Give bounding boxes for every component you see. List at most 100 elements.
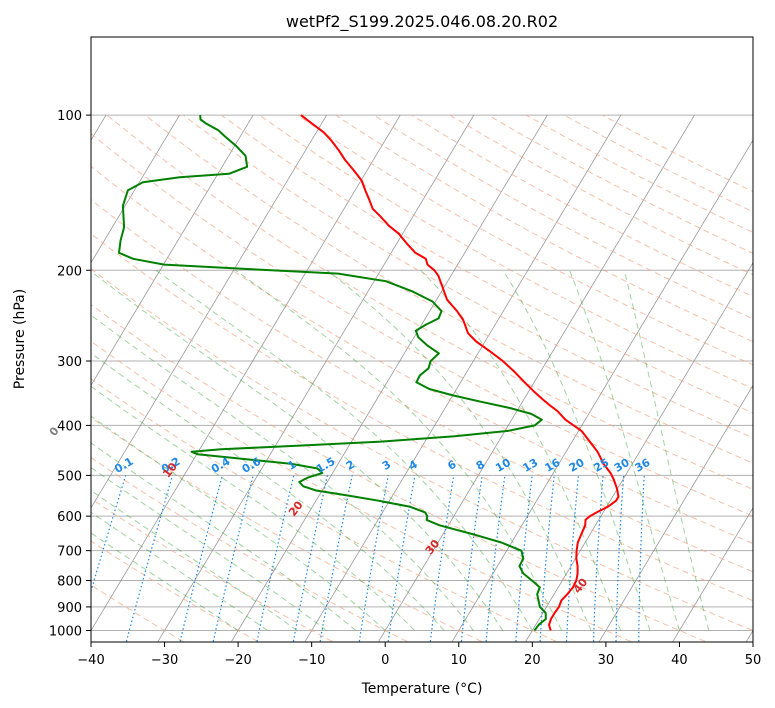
moist-adiabat: [155, 269, 533, 631]
isotherm-20: [525, 261, 753, 642]
dry-adiabat: [91, 340, 631, 642]
isotherm-0: [378, 114, 695, 642]
mixing-ratio-label: 10: [493, 456, 513, 475]
mixing-ratio-line: [615, 475, 625, 642]
mixing-ratio-line: [212, 475, 254, 642]
mixing-ratio-label: 16: [543, 456, 563, 475]
isotherm-30: [598, 384, 753, 642]
x-tick-label: 0: [381, 653, 389, 668]
moist-adiabat: [91, 466, 327, 631]
mixing-ratio-line: [460, 475, 483, 642]
y-tick-label: 500: [57, 469, 82, 484]
moist-adiabat: [326, 269, 592, 631]
mixing-ratio-line: [485, 475, 506, 642]
dry-adiabat: [91, 132, 753, 517]
mixing-ratio-label: 3: [380, 458, 393, 473]
mixing-ratio-lines: [91, 475, 645, 642]
x-tick-label: 50: [745, 653, 762, 668]
temperature-profile-line: [300, 114, 620, 631]
moist-adiabat: [91, 314, 474, 631]
y-tick-label: 1000: [49, 625, 82, 640]
mixing-ratio-label: 13: [521, 456, 541, 475]
dry-adiabat: [449, 114, 753, 276]
dry-adiabat: [91, 199, 753, 573]
mixing-ratio-line: [256, 475, 295, 642]
dry-adiabat: [91, 165, 753, 545]
moist-adiabat: [235, 269, 563, 631]
mixing-ratio-label: 25: [591, 456, 611, 475]
y-tick-label: 300: [57, 355, 82, 370]
mixing-ratio-line: [515, 475, 533, 642]
isotherm--10: [304, 114, 622, 642]
mixing-ratio-line: [179, 475, 223, 642]
y-tick-label: 600: [57, 510, 82, 525]
mixing-ratio-label: 2: [344, 458, 357, 473]
isotherm--60: [91, 114, 254, 387]
moist-adiabat: [623, 270, 710, 631]
dry-adiabat-lines: [91, 114, 753, 642]
y-axis-ticks: 100 200 300 400 500 600 700 800 900 1000: [49, 109, 91, 640]
dry-adiabat: [221, 114, 753, 414]
y-tick-label: 800: [57, 575, 82, 590]
y-tick-label: 200: [57, 264, 82, 279]
mixing-ratio-label: 0.6: [240, 455, 264, 476]
profile-series: [118, 114, 620, 632]
isobar-gridlines: [91, 114, 753, 631]
x-tick-label: 30: [598, 653, 615, 668]
moist-adiabat: [91, 352, 445, 631]
x-tick-label: 40: [671, 653, 688, 668]
moist-adiabat-lines: [91, 269, 710, 631]
dry-adiabat: [373, 114, 753, 320]
mixing-ratio-line: [387, 475, 416, 642]
y-tick-label: 700: [57, 545, 82, 560]
dry-adiabat: [91, 540, 258, 642]
isotherm--40: [91, 114, 401, 632]
mixing-ratio-line: [125, 475, 174, 642]
moist-adiabat: [91, 442, 357, 631]
x-tick-label: −40: [77, 653, 104, 668]
isotherm-50: [746, 629, 753, 642]
x-tick-label: 20: [524, 653, 541, 668]
moist-adiabat: [420, 269, 622, 631]
chart-title: wetPf2_S199.2025.046.08.20.R02: [286, 12, 558, 32]
isotherm--70: [91, 114, 180, 264]
mixing-ratio-label: 20: [567, 456, 587, 475]
isotherm-lines: [91, 114, 753, 642]
y-axis-label: Pressure (hPa): [12, 289, 28, 389]
y-tick-label: 100: [57, 109, 82, 124]
dry-adiabat: [144, 114, 753, 464]
dry-adiabat: [91, 303, 706, 642]
moist-adiabat: [91, 270, 504, 631]
isotherm-40: [672, 507, 753, 642]
moist-adiabat: [91, 489, 298, 631]
isotherm--30: [157, 114, 475, 642]
dry-adiabat: [91, 378, 557, 642]
dry-adiabat-label: 40: [571, 576, 591, 596]
isotherm-10: [451, 139, 753, 642]
mixing-ratio-line: [565, 475, 579, 642]
mixing-ratio-line: [319, 475, 353, 642]
dry-adiabat: [297, 114, 753, 366]
dry-adiabat: [91, 233, 753, 602]
mixing-ratio-label: 30: [612, 456, 632, 475]
plot-area: [91, 114, 753, 642]
dry-adiabat: [335, 114, 753, 343]
dry-adiabat: [91, 456, 408, 642]
dry-adiabat: [91, 584, 184, 642]
mixing-ratio-line: [358, 475, 389, 642]
isotherm--20: [231, 114, 548, 642]
mixing-ratio-label: 8: [474, 458, 487, 473]
x-axis-ticks: −40 −30 −20 −10 0 10 20 30 40 50: [77, 642, 761, 668]
mixing-ratio-label: 6: [445, 458, 458, 473]
x-tick-label: −20: [224, 653, 251, 668]
mixing-ratio-label: 4: [407, 458, 420, 473]
x-axis-label: Temperature (°C): [361, 681, 483, 697]
dry-adiabat: [91, 416, 482, 642]
mixing-ratio-line: [539, 475, 555, 642]
mixing-ratio-line: [292, 475, 328, 642]
dewpoint-profile-line: [118, 115, 547, 632]
mixing-ratio-line: [638, 475, 645, 642]
dry-adiabat: [182, 114, 753, 439]
x-tick-label: −30: [151, 653, 178, 668]
